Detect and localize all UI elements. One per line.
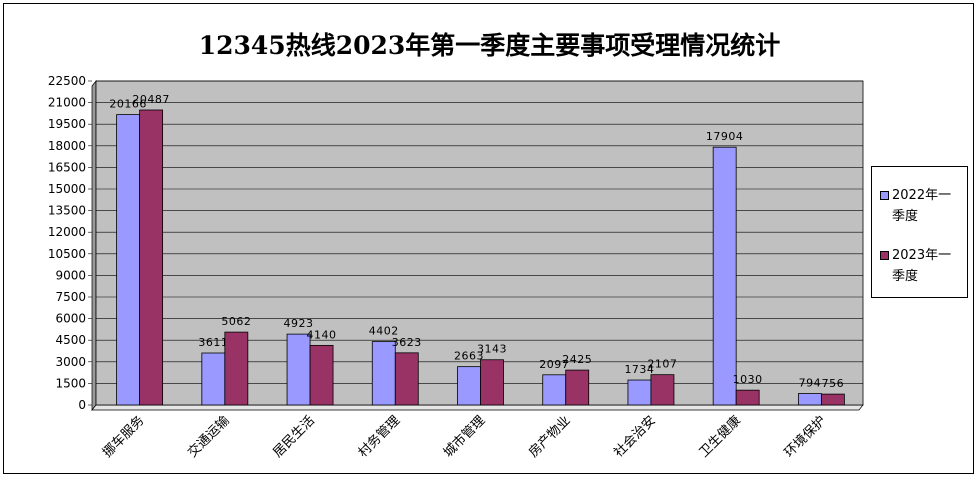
y-tick-label: 10500 <box>48 247 86 261</box>
data-label: 4140 <box>307 328 337 341</box>
category-label: 卫生健康 <box>696 413 744 461</box>
bar-2022 <box>286 333 311 406</box>
y-tick-label: 19500 <box>48 117 86 131</box>
category-label: 环境保护 <box>782 413 829 460</box>
y-tick-label: 9000 <box>55 268 86 282</box>
legend-swatch-2023 <box>880 251 889 260</box>
legend-label-2023: 2023年一季度 <box>892 248 952 284</box>
data-label: 4402 <box>369 325 399 338</box>
category-label: 居民生活 <box>270 413 317 460</box>
data-label: 3623 <box>392 336 422 349</box>
category-label: 房产物业 <box>525 413 573 461</box>
y-tick-label: 18000 <box>48 139 86 153</box>
bar-2022 <box>116 114 141 406</box>
data-label: 5062 <box>221 315 251 328</box>
data-label: 1734 <box>624 363 654 376</box>
y-tick-label: 13500 <box>48 204 86 218</box>
plot-floor <box>91 404 864 411</box>
bar-2023 <box>565 369 590 406</box>
category-label: 城市管理 <box>440 413 488 461</box>
y-tick-label: 0 <box>78 398 86 412</box>
data-label: 2425 <box>562 353 592 366</box>
data-label: 3611 <box>198 336 228 349</box>
bar-2022 <box>201 352 226 406</box>
legend-swatch-2022 <box>880 191 889 200</box>
y-tick-label: 21000 <box>48 96 86 110</box>
data-label: 20487 <box>132 93 170 106</box>
data-label: 2107 <box>647 358 677 371</box>
bar-2022 <box>712 146 737 406</box>
data-label: 2097 <box>539 358 569 371</box>
category-label: 交通运输 <box>185 413 233 461</box>
y-tick-label: 7500 <box>55 290 86 304</box>
legend-label-2022: 2022年一季度 <box>892 188 952 224</box>
chart-title: 12345热线2023年第一季度主要事项受理情况统计 <box>198 31 781 60</box>
bar-2022 <box>797 393 822 406</box>
y-tick-label: 22500 <box>48 74 86 88</box>
bar-2023 <box>309 344 334 406</box>
data-label: 20166 <box>109 98 147 111</box>
category-label: 村务管理 <box>355 413 403 461</box>
bar-2023 <box>735 389 760 406</box>
bar-2022 <box>371 341 396 406</box>
bar-2023 <box>820 393 845 406</box>
y-tick-label: 16500 <box>48 160 86 174</box>
bar-2023 <box>650 374 675 406</box>
bar-2023 <box>394 352 419 406</box>
y-tick-label: 12000 <box>48 225 86 239</box>
data-label: 2663 <box>454 350 484 363</box>
bar-2022 <box>457 366 481 406</box>
data-label: 756 <box>822 377 845 390</box>
category-label: 社会治安 <box>611 413 659 461</box>
plot-side-wall <box>91 80 97 411</box>
data-label: 4923 <box>284 317 314 330</box>
bar-2022 <box>542 374 567 406</box>
data-label: 794 <box>799 377 822 390</box>
y-tick-label: 3000 <box>55 355 86 369</box>
data-label: 1030 <box>733 373 763 386</box>
data-label: 3143 <box>477 343 507 356</box>
bar-2023 <box>224 331 249 406</box>
data-label: 17904 <box>706 130 744 143</box>
bar-2023 <box>139 109 164 406</box>
bar-2022 <box>627 379 652 406</box>
bar-2023 <box>480 359 504 406</box>
y-tick-label: 4500 <box>55 333 86 347</box>
y-tick-label: 1500 <box>55 376 86 390</box>
y-tick-label: 15000 <box>48 182 86 196</box>
legend: 2022年一季度 2023年一季度 <box>871 166 968 298</box>
y-tick-label: 6000 <box>55 312 86 326</box>
category-label: 挪车服务 <box>99 413 147 461</box>
